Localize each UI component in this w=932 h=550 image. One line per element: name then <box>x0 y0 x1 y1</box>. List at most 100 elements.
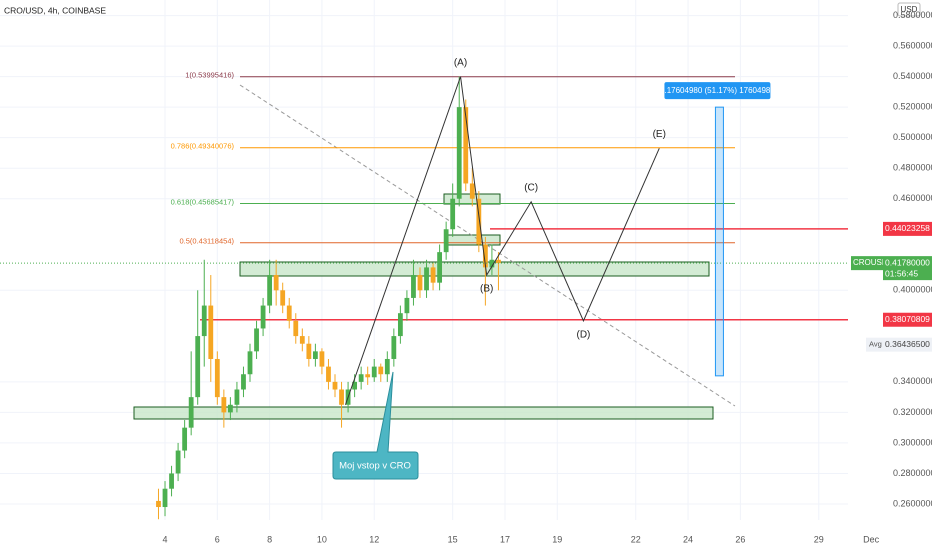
y-tick-label: 0.26000000 <box>893 498 932 508</box>
candle-body <box>365 374 371 378</box>
x-tick-label: 22 <box>631 534 641 544</box>
wave-label: (B) <box>480 284 493 295</box>
x-tick-label: 26 <box>735 534 745 544</box>
candle-body <box>260 305 266 329</box>
y-tick-label: 0.28000000 <box>893 468 932 478</box>
wave-path <box>344 76 660 405</box>
time-axis <box>0 520 848 550</box>
y-tick-label: 0.50000000 <box>893 132 932 142</box>
zone <box>239 261 710 277</box>
avg-label: Avg <box>869 340 882 349</box>
candle-body <box>234 389 240 405</box>
candle-body <box>319 351 325 367</box>
x-tick-label: 6 <box>215 534 220 544</box>
y-tick-label: 0.58000000 <box>893 10 932 20</box>
candle-body <box>195 336 201 398</box>
x-tick-label: 10 <box>317 534 327 544</box>
price-box <box>883 312 932 327</box>
wave-label: (A) <box>454 57 467 68</box>
candle-body <box>280 290 286 306</box>
x-tick-label: 4 <box>163 534 168 544</box>
axes: 0.58000000 0.56000000 0.54000000 0.52000000… <box>163 10 932 544</box>
fib-label: 0.5(0.43118454) <box>180 237 235 246</box>
wave-label: (E) <box>653 129 666 140</box>
candle-body <box>182 427 188 451</box>
y-tick-label: 0.48000000 <box>893 163 932 173</box>
chart-title: CRO/USD, 4h, COINBASE <box>4 5 106 15</box>
y-tick-label: 0.46000000 <box>893 193 932 203</box>
plot: 1(0.53995416) 0.786(0.49340076) 0.618(0.45… <box>0 57 848 520</box>
wave-label: (C) <box>524 182 538 193</box>
countdown-label: 01:56:45 <box>885 268 918 278</box>
measure-box <box>664 82 771 100</box>
measure-range <box>714 106 724 377</box>
measure-label: 0.17604980 (51.17%) 17604980 <box>660 86 775 95</box>
candle-body <box>456 107 462 199</box>
price-box-label: 0.44023258 <box>885 223 930 233</box>
wave-label: (D) <box>576 329 590 340</box>
candle-body <box>482 244 488 268</box>
candle-body <box>430 267 436 283</box>
candle-body <box>391 336 397 359</box>
current-price-box <box>883 256 932 281</box>
x-tick-label: Dec <box>863 534 880 544</box>
candle-body <box>404 297 410 314</box>
symbol-label: CROUSD <box>853 258 888 267</box>
candle-body <box>175 450 181 474</box>
y-tick-label: 0.52000000 <box>893 102 932 112</box>
candle-body <box>489 259 495 268</box>
candle-body <box>384 358 390 375</box>
x-tick-label: 8 <box>267 534 272 544</box>
zone <box>444 234 501 246</box>
candle-body <box>221 397 227 413</box>
candle-body <box>306 343 312 359</box>
candle-body <box>352 381 358 390</box>
candle-body <box>424 267 429 291</box>
y-tick-label: 0.54000000 <box>893 71 932 81</box>
symbol-box <box>851 256 883 271</box>
y-tick-label: 0.40000000 <box>893 285 932 295</box>
currency: USD <box>901 5 918 14</box>
y-tick-label: 0.32000000 <box>893 407 932 417</box>
avg-value: 0.36436500 <box>885 339 930 349</box>
candle-body <box>227 404 233 413</box>
candle-body <box>188 397 194 428</box>
currency-box <box>897 2 921 17</box>
candle-body <box>267 275 273 306</box>
candle-body <box>247 351 253 375</box>
candle-body <box>162 488 168 508</box>
candle-body <box>397 313 403 337</box>
candle-body <box>437 252 443 283</box>
candle-body <box>339 389 344 405</box>
candle-body <box>286 305 292 321</box>
y-tick-label: 0.34000000 <box>893 376 932 386</box>
fib-label: 0.786(0.49340076) <box>171 142 235 151</box>
candle-body <box>469 183 475 199</box>
candle-body <box>254 328 259 352</box>
x-tick-label: 12 <box>369 534 379 544</box>
candle-body <box>417 275 423 291</box>
candle-body <box>476 198 482 245</box>
grid <box>0 0 872 520</box>
zone <box>133 406 714 420</box>
candle-body <box>326 366 331 382</box>
y-tick-label: 0.56000000 <box>893 40 932 50</box>
fib-label: 0.618(0.45685417) <box>171 198 235 207</box>
x-tick-label: 29 <box>814 534 824 544</box>
current-price-label: 0.41780000 <box>885 257 930 267</box>
callout: Moj vstop v CRO <box>332 371 419 480</box>
candle-body <box>358 374 364 382</box>
candle-body <box>156 500 161 508</box>
candle-body <box>463 107 469 184</box>
candle-body <box>201 305 207 337</box>
candle-body <box>293 320 299 337</box>
fib-label: 1(0.53995416) <box>185 71 234 80</box>
candle-body <box>496 259 501 264</box>
candle-body <box>378 366 384 375</box>
price-box <box>883 221 932 236</box>
candle-body <box>450 198 456 230</box>
candle-body <box>312 351 318 359</box>
candle-body <box>443 229 449 253</box>
candle-body <box>241 374 246 390</box>
